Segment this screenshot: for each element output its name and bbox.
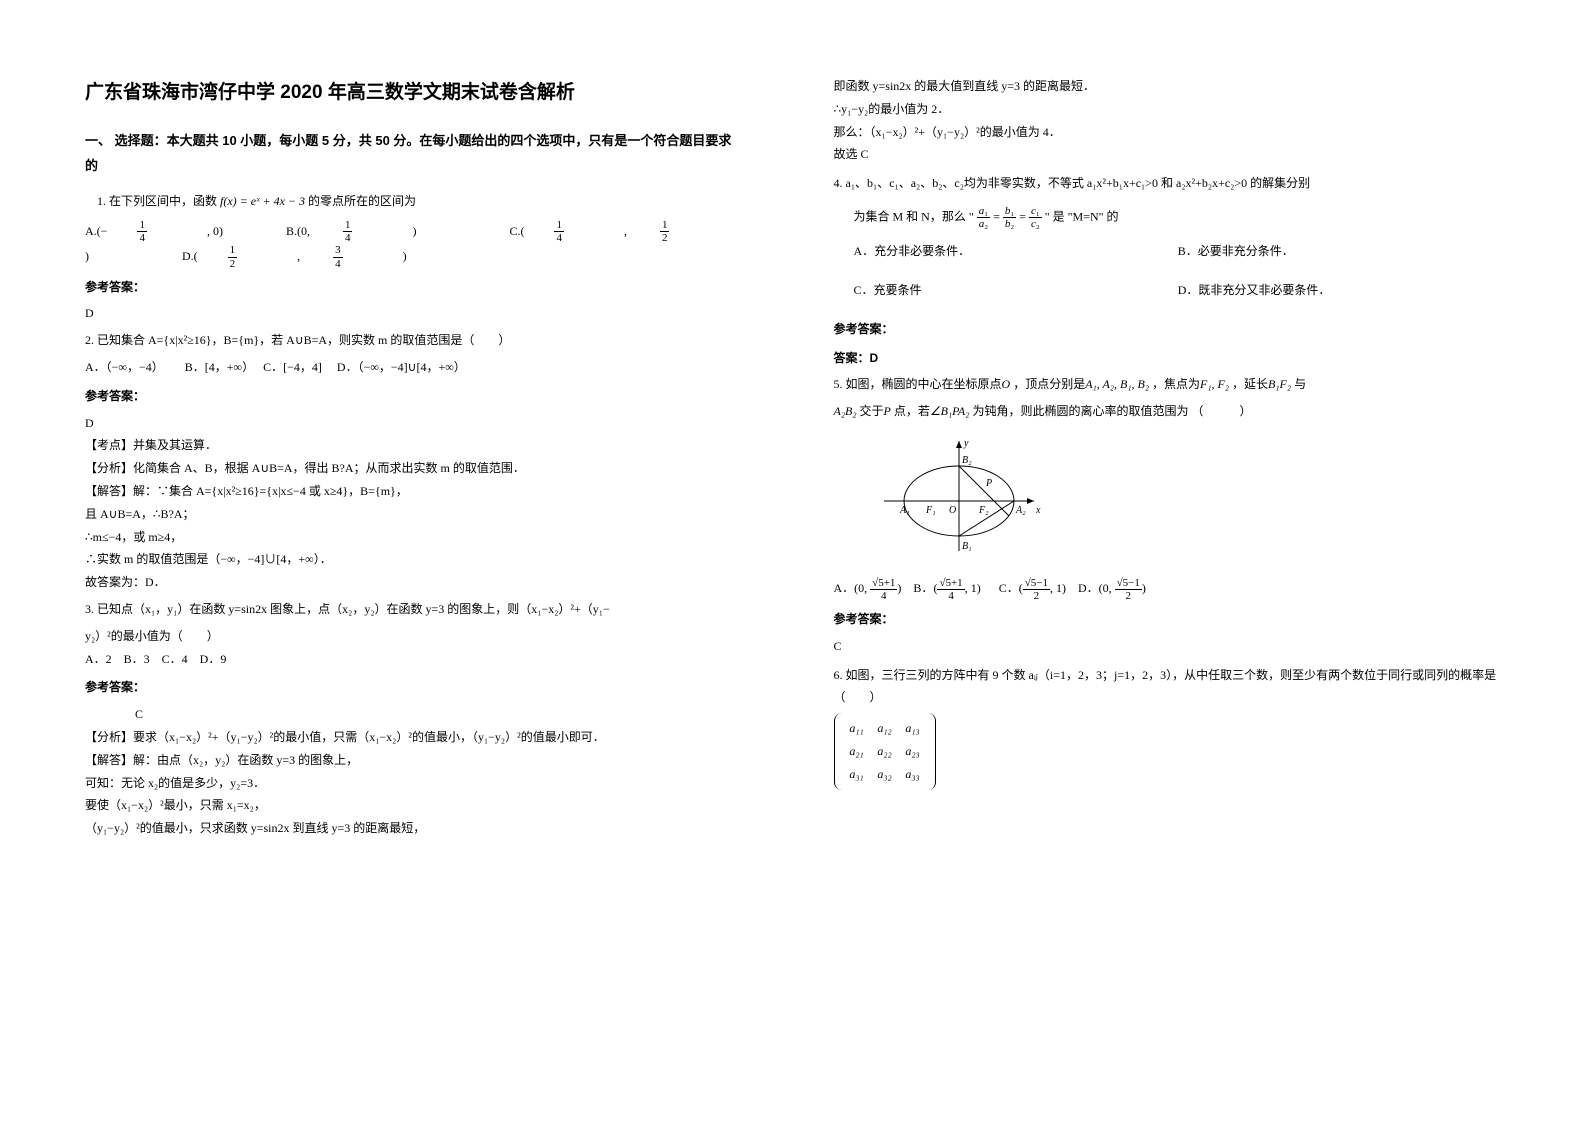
q2-optA: A．（−∞，−4）: [85, 360, 158, 374]
q1-stem-a: 1. 在下列区间中，函数: [97, 194, 217, 208]
q2-exp5: ∴m≤−4，或 m≥4，: [85, 526, 744, 549]
q3-exp2: 【解答】解：由点（x₂，y₂）在函数 y=3 的图象上，: [85, 749, 744, 772]
right-column: 即函数 y=sin2x 的最大值到直线 y=3 的距离最短． ∴y₁−y₂的最小…: [794, 0, 1587, 1122]
section-1-head: 一、 选择题：本大题共 10 小题，每小题 5 分，共 50 分。在每小题给出的…: [85, 129, 744, 178]
q3-cont-3: 那么：（x₁−x₂）²+（y₁−y₂）²的最小值为 4．: [834, 121, 1503, 144]
q5-options: A．(0, √5+14) B．(√5+14, 1) C．(√5−12, 1) D…: [834, 577, 1503, 602]
q1-options: A.(−14, 0) B.(0, 14) C.(14, 12) D.(12, 3…: [85, 219, 744, 269]
q5-optA: A．(0, √5+14): [834, 581, 902, 595]
q5-optB: B．(√5+14, 1): [913, 581, 980, 595]
q5-stem2: A₂B₂ 交于P 点，若∠B₁PA₂ 为钝角，则此椭圆的离心率的取值范围为 （ …: [834, 400, 1503, 423]
q5-stem: 5. 如图，椭圆的中心在坐标原点O ，顶点分别是A₁, A₂, B₁, B₂ ，…: [834, 373, 1503, 396]
q2-stem: 2. 已知集合 A={x|x²≥16}，B={m}，若 A∪B=A，则实数 m …: [85, 329, 744, 352]
q3-exp1: 【分析】要求（x₁−x₂）²+（y₁−y₂）²的最小值，只需（x₁−x₂）²的值…: [85, 726, 744, 749]
q5-ans: C: [834, 635, 1503, 658]
fig-F2: F₂: [978, 505, 989, 516]
q3-stem1: 3. 已知点（x₁，y₁）在函数 y=sin2x 图象上，点（x₂，y₂）在函数…: [85, 598, 744, 621]
q2-exp3: 【解答】解：∵集合 A={x|x²≥16}={x|x≤−4 或 x≥4}，B={…: [85, 480, 744, 503]
q3-cont-1: 即函数 y=sin2x 的最大值到直线 y=3 的距离最短．: [834, 75, 1503, 98]
q4-ans-head: 参考答案：: [834, 318, 1503, 341]
fig-y: y: [963, 438, 969, 449]
q1-optA: A.(−14, 0): [85, 224, 253, 238]
ellipse-figure: A₁ A₂ B₂ B₁ F₁ F₂ O P x y: [874, 431, 1044, 561]
page-title: 广东省珠海市湾仔中学 2020 年高三数学文期末试卷含解析: [85, 75, 744, 111]
q4-optD: D．既非充分又非必要条件．: [1178, 279, 1502, 302]
q1-stem-b: 的零点所在的区间为: [308, 194, 416, 208]
q6-matrix: a₁₁a₁₂a₁₃ a₂₁a₂₂a₂₃ a₃₁a₃₂a₃₃: [834, 713, 936, 789]
q3-cont-2: ∴y₁−y₂的最小值为 2．: [834, 98, 1503, 121]
q1-formula: f(x) = eˣ + 4x − 3: [220, 194, 305, 208]
q5-optD: D．(0, √5−12): [1078, 581, 1146, 595]
q3-ans-head: 参考答案：: [85, 676, 744, 699]
q3-exp3: 可知：无论 x₂的值是多少，y₂=3．: [85, 772, 744, 795]
q2-exp1: 【考点】并集及其运算．: [85, 434, 744, 457]
q4-optB: B．必要非充分条件．: [1178, 240, 1502, 263]
q1-ans-head: 参考答案：: [85, 276, 744, 299]
q3-exp5: （y₁−y₂）²的值最小，只求函数 y=sin2x 到直线 y=3 的距离最短，: [85, 817, 744, 840]
fig-F1: F₁: [925, 505, 936, 516]
fig-B2: B₂: [962, 455, 972, 466]
q2-optC: C．[−4，4]: [263, 360, 322, 374]
q2-ans: D: [85, 412, 744, 435]
q2-exp6: ∴实数 m 的取值范围是（−∞，−4]∪[4，+∞）．: [85, 548, 744, 571]
q6-stem: 6. 如图，三行三列的方阵中有 9 个数 aᵢⱼ（i=1，2，3；j=1，2，3…: [834, 664, 1503, 710]
q4-stem2: 为集合 M 和 N，那么 " a₁a₂ = b₁b₂ = c₁c₂ " 是 "M…: [854, 205, 1503, 230]
q4-optC: C．充要条件: [854, 279, 1178, 302]
q5-optC: C．(√5−12, 1): [999, 581, 1066, 595]
q1-optD: D.(12, 34): [182, 249, 437, 263]
fig-P: P: [985, 478, 992, 489]
q1-optB: B.(0, 14): [286, 224, 447, 238]
fig-x: x: [1035, 505, 1041, 516]
q4-options: A．充分非必要条件． B．必要非充分条件． C．充要条件 D．既非充分又非必要条…: [834, 240, 1503, 308]
q4-ans: 答案：D: [834, 347, 1503, 370]
fig-A2: A₂: [1015, 505, 1026, 516]
left-column: 广东省珠海市湾仔中学 2020 年高三数学文期末试卷含解析 一、 选择题：本大题…: [0, 0, 794, 1122]
q3-exp4: 要使（x₁−x₂）²最小，只需 x₁=x₂，: [85, 794, 744, 817]
q2-options: A．（−∞，−4） B．[4，+∞） C．[−4，4] D．（−∞，−4]∪[4…: [85, 356, 744, 379]
q4-optA: A．充分非必要条件．: [854, 240, 1178, 263]
fig-B1: B₁: [962, 541, 972, 552]
q2-exp4: 且 A∪B=A，∴B?A；: [85, 503, 744, 526]
q3-opts: A．2 B．3 C．4 D．9: [85, 648, 744, 671]
q1-stem: 1. 在下列区间中，函数 f(x) = eˣ + 4x − 3 的零点所在的区间…: [85, 190, 744, 213]
q2-exp7: 故答案为：D．: [85, 571, 744, 594]
q3-stem2: y₂）²的最小值为（ ）: [85, 625, 744, 648]
q4-stem: 4. a₁、b₁、c₁、a₂、b₂、c₂均为非零实数，不等式 a₁x²+b₁x+…: [834, 172, 1503, 195]
q5-ans-head: 参考答案：: [834, 608, 1503, 631]
fig-O: O: [949, 505, 956, 516]
q2-exp2: 【分析】化简集合 A、B，根据 A∪B=A，得出 B?A；从而求出实数 m 的取…: [85, 457, 744, 480]
fig-A1: A₁: [899, 505, 910, 516]
q2-optD: D．（−∞，−4]∪[4，+∞）: [337, 360, 466, 374]
q2-ans-head: 参考答案：: [85, 385, 744, 408]
q3-cont-4: 故选 C: [834, 143, 1503, 166]
q1-ans: D: [85, 302, 744, 325]
q2-optB: B．[4，+∞）: [185, 360, 248, 374]
q3-ans: C: [85, 703, 744, 726]
